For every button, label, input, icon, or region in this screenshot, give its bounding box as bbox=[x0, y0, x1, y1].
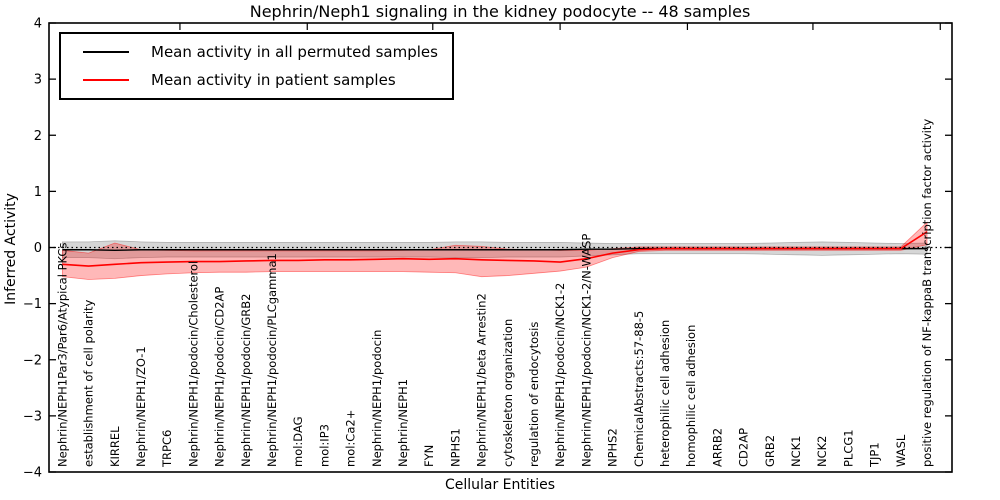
x-tick-label: homophilic cell adhesion bbox=[684, 325, 698, 467]
x-tick-label: PLCG1 bbox=[841, 429, 855, 467]
x-tick-label: Nephrin/NEPH1/podocin bbox=[370, 330, 384, 467]
x-tick-label: Nephrin/NEPH1/podocin/PLCgamma1 bbox=[265, 253, 279, 467]
y-tick-label: −1 bbox=[23, 297, 42, 312]
patient-line-swatch-icon bbox=[83, 79, 129, 81]
x-tick-label: TRPC6 bbox=[160, 430, 174, 468]
x-tick-label: NPHS1 bbox=[448, 428, 462, 467]
x-tick-label: Nephrin/NEPH1/podocin/GRB2 bbox=[239, 294, 253, 467]
y-tick-label: −2 bbox=[23, 353, 42, 368]
x-tick-label: WASL bbox=[894, 434, 908, 467]
x-tick-label: Nephrin/NEPH1/podocin/NCK1-2/N-WASP bbox=[579, 234, 593, 467]
y-tick-label: 1 bbox=[34, 185, 42, 200]
x-tick-label: FYN bbox=[422, 445, 436, 467]
x-tick-label: NPHS2 bbox=[606, 428, 620, 467]
x-tick-label: Nephrin/NEPH1/podocin/CD2AP bbox=[213, 287, 227, 467]
permuted-line-swatch-icon bbox=[83, 51, 129, 53]
x-tick-label: KIRREL bbox=[108, 426, 122, 467]
patient-mean-line bbox=[62, 231, 928, 267]
legend-item-patient: Mean activity in patient samples bbox=[71, 68, 438, 92]
x-tick-label: establishment of cell polarity bbox=[82, 299, 96, 467]
x-tick-label: heterophilic cell adhesion bbox=[658, 320, 672, 467]
x-tick-label: Nephrin/NEPH1/beta Arrestin2 bbox=[475, 293, 489, 467]
x-tick-label: Nephrin/NEPH1Par3/Par6/Atypical PKCs bbox=[55, 243, 69, 467]
x-tick-label: Nephrin/NEPH1/podocin/Cholesterol bbox=[186, 261, 200, 467]
x-tick-label: positive regulation of NF-kappaB transcr… bbox=[920, 119, 934, 467]
y-axis-label: Inferred Activity bbox=[3, 193, 19, 305]
x-tick-label: mol:Ca2+ bbox=[344, 410, 358, 467]
x-tick-label: TJP1 bbox=[868, 442, 882, 468]
y-tick-label: −4 bbox=[23, 466, 42, 481]
y-tick-label: 4 bbox=[34, 17, 42, 32]
y-tick-label: 2 bbox=[34, 129, 42, 144]
patient-confidence-band bbox=[62, 221, 928, 280]
x-tick-label: CD2AP bbox=[737, 428, 751, 467]
x-tick-label: mol:IP3 bbox=[317, 424, 331, 467]
legend-label-patient: Mean activity in patient samples bbox=[151, 71, 396, 89]
x-axis-label: Cellular Entities bbox=[444, 477, 556, 493]
legend-item-permuted: Mean activity in all permuted samples bbox=[71, 40, 438, 64]
plot-frame bbox=[48, 22, 953, 473]
x-tick-label: NCK1 bbox=[789, 436, 803, 468]
x-tick-label: ARRB2 bbox=[710, 428, 724, 467]
x-tick-label: Nephrin/NEPH1 bbox=[396, 379, 410, 467]
y-tick-label: −3 bbox=[23, 409, 42, 424]
y-tick-label: 3 bbox=[34, 73, 42, 88]
x-tick-label: Nephrin/NEPH1/ZO-1 bbox=[134, 346, 148, 467]
x-tick-label: ChemicalAbstracts:57-88-5 bbox=[632, 311, 646, 467]
x-tick-label: Nephrin/NEPH1/podocin/NCK1-2 bbox=[553, 283, 567, 467]
legend: Mean activity in all permuted samples Me… bbox=[59, 32, 454, 100]
legend-label-permuted: Mean activity in all permuted samples bbox=[151, 43, 438, 61]
x-tick-label: NCK2 bbox=[815, 436, 829, 468]
x-tick-label: mol:DAG bbox=[291, 416, 305, 467]
x-tick-label: GRB2 bbox=[763, 435, 777, 467]
y-tick-label: 0 bbox=[34, 241, 42, 256]
chart-title: Nephrin/Neph1 signaling in the kidney po… bbox=[249, 2, 751, 21]
x-tick-label: regulation of endocytosis bbox=[527, 322, 541, 467]
x-tick-label: cytoskeleton organization bbox=[501, 319, 515, 467]
